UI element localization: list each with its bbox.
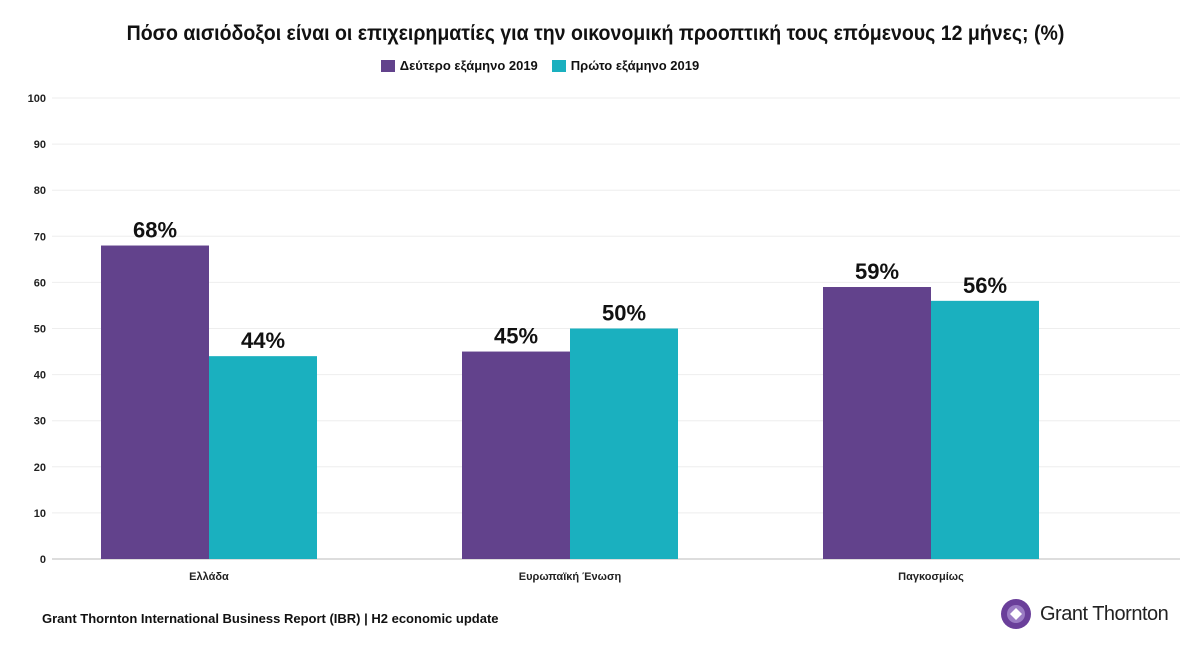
y-tick-label: 100: [28, 93, 46, 105]
y-tick-label: 80: [34, 185, 46, 197]
legend-swatch: [380, 59, 395, 72]
data-label: 59%: [855, 259, 899, 284]
x-tick-label: Παγκοσμίως: [898, 571, 964, 583]
legend-item: Δεύτερο εξάμηνο 2019: [380, 58, 538, 73]
bar: [570, 328, 678, 559]
y-tick-label: 40: [34, 370, 46, 382]
chart-title: Πόσο αισιόδοξοι είναι οι επιχειρηματίες …: [126, 22, 1065, 45]
y-tick-label: 10: [34, 508, 46, 520]
data-label: 68%: [133, 218, 177, 243]
legend-label: Πρώτο εξάμηνο 2019: [570, 58, 700, 73]
data-label: 56%: [963, 273, 1007, 298]
logo-text: Grant Thornton: [1040, 602, 1169, 625]
bar: [209, 356, 317, 559]
bar: [931, 300, 1039, 559]
y-tick-label: 20: [34, 462, 46, 474]
source-note: Grant Thornton International Business Re…: [42, 611, 499, 626]
y-tick-label: 90: [34, 139, 46, 151]
bar: [101, 245, 209, 559]
x-tick-label: Ευρωπαϊκή Ένωση: [519, 571, 622, 583]
x-tick-label: Ελλάδα: [189, 571, 229, 583]
data-label: 44%: [241, 328, 285, 353]
y-tick-label: 60: [34, 277, 46, 289]
y-tick-label: 30: [34, 416, 46, 428]
legend-label: Δεύτερο εξάμηνο 2019: [399, 58, 538, 73]
data-label: 45%: [494, 324, 538, 349]
y-tick-label: 70: [34, 231, 46, 243]
bar: [823, 287, 931, 559]
logo-swirl-icon: [1001, 599, 1031, 629]
data-label: 50%: [602, 301, 646, 326]
y-tick-label: 50: [34, 324, 46, 336]
bar: [462, 351, 570, 559]
grant-thornton-logo: Grant Thornton: [1000, 598, 1169, 630]
legend-item: Πρώτο εξάμηνο 2019: [551, 58, 700, 73]
legend-swatch: [551, 59, 566, 72]
legend: Δεύτερο εξάμηνο 2019 Πρώτο εξάμηνο 2019: [0, 58, 1080, 73]
y-tick-label: 0: [40, 554, 46, 566]
